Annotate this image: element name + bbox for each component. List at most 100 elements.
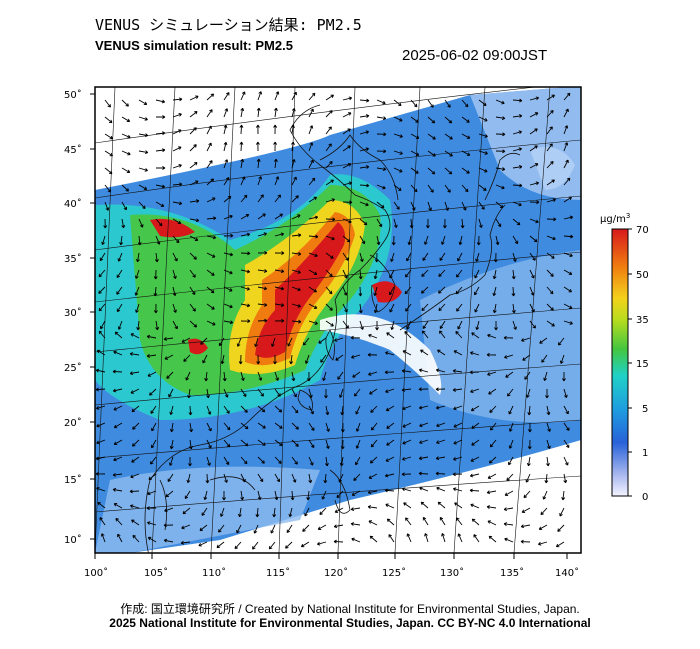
wind-arrow — [546, 303, 554, 311]
wind-arrow — [96, 405, 106, 410]
wind-arrow — [113, 405, 123, 411]
wind-arrow — [189, 269, 196, 278]
wind-arrow — [538, 541, 548, 546]
wind-arrow — [526, 456, 531, 467]
lat-tick-label: 25˚ — [64, 362, 82, 374]
wind-arrow — [138, 167, 148, 172]
wind-arrow — [318, 337, 327, 344]
wind-arrow — [257, 194, 264, 203]
wind-arrow — [257, 371, 263, 381]
wind-arrow — [172, 252, 178, 262]
ocean-lowconc-east — [420, 250, 581, 423]
wind-arrow — [439, 252, 446, 261]
wind-arrow — [136, 320, 141, 331]
wind-arrow — [504, 354, 514, 359]
wind-arrow — [557, 524, 565, 532]
wind-arrow — [206, 93, 215, 101]
wind-arrow — [206, 320, 216, 326]
wind-arrow — [198, 541, 208, 547]
wind-arrow — [478, 218, 483, 228]
wind-arrow — [274, 388, 281, 397]
wind-arrow — [256, 354, 261, 365]
wind-arrow — [529, 96, 540, 101]
wind-arrow — [151, 439, 157, 449]
wind-arrow — [350, 335, 361, 340]
wind-arrow — [512, 201, 522, 207]
wind-arrow — [223, 439, 231, 448]
wind-arrow — [256, 124, 260, 135]
wind-arrow — [471, 518, 480, 526]
wind-arrow — [114, 331, 123, 339]
wind-arrow — [137, 235, 142, 246]
wind-arrow — [289, 354, 294, 365]
wind-arrow — [206, 456, 211, 466]
wind-arrow — [291, 405, 299, 414]
wind-arrow — [172, 113, 182, 118]
wind-arrow — [147, 536, 157, 543]
wind-arrow — [257, 405, 266, 413]
wind-arrow — [240, 107, 245, 118]
colorbar-level: 5 — [642, 404, 648, 415]
wind-arrow — [435, 471, 446, 476]
wind-arrow — [291, 251, 302, 256]
wind-arrow — [386, 439, 395, 446]
wind-arrow — [452, 388, 463, 392]
clean-air-swirl — [320, 314, 442, 395]
wind-arrow — [368, 473, 378, 479]
wind-arrow — [402, 405, 412, 411]
wind-arrow — [418, 368, 429, 373]
wind-arrow — [508, 439, 514, 449]
wind-arrow — [304, 507, 310, 517]
wind-arrow — [492, 286, 497, 297]
wind-arrow — [200, 337, 208, 345]
wind-arrow — [469, 370, 480, 375]
wind-arrow — [302, 337, 310, 346]
wind-arrow — [325, 235, 335, 241]
wind-arrow — [334, 507, 344, 513]
wind-arrow — [419, 486, 429, 492]
wind-arrow — [563, 215, 574, 220]
wind-arrow — [116, 269, 123, 278]
wind-arrow — [427, 201, 432, 211]
wind-arrow — [355, 456, 361, 466]
wind-arrow — [308, 177, 316, 186]
wind-arrow — [338, 473, 344, 483]
wind-arrow — [342, 269, 348, 279]
wind-arrow — [384, 473, 395, 478]
wind-arrow — [169, 422, 174, 433]
wind-arrow — [424, 533, 429, 543]
wind-arrow — [104, 167, 113, 175]
wind-arrow — [563, 159, 569, 169]
wind-arrow — [402, 439, 412, 445]
wind-arrow — [439, 320, 446, 330]
wind-arrow — [104, 133, 114, 140]
wind-arrow — [274, 269, 285, 274]
wind-arrow — [525, 473, 531, 483]
wind-arrow — [308, 196, 318, 203]
wind-arrow — [546, 110, 554, 118]
wind-arrow — [308, 473, 313, 484]
wind-arrow — [206, 216, 217, 221]
wind-arrow — [453, 456, 463, 461]
wind-arrow — [503, 507, 514, 512]
wind-arrow — [236, 337, 242, 347]
wind-arrow — [130, 504, 140, 509]
wind-arrow — [240, 439, 249, 447]
wind-arrow — [342, 145, 351, 152]
wind-arrow — [104, 184, 112, 193]
lon-tick-label: 120˚ — [324, 567, 348, 579]
wind-arrow — [470, 503, 480, 509]
wind-arrow — [121, 116, 131, 123]
wind-arrow — [223, 252, 234, 257]
lon-tick-label: 125˚ — [382, 567, 406, 579]
wind-arrow — [529, 218, 539, 224]
wind-arrow — [563, 269, 573, 275]
wind-arrow — [367, 352, 378, 357]
colorbar-scale — [611, 228, 629, 497]
colorbar-level: 1 — [642, 448, 648, 459]
wind-arrow — [336, 490, 344, 499]
wind-arrow — [359, 114, 370, 118]
wind-arrow — [355, 405, 361, 415]
wind-arrow — [274, 194, 281, 203]
wind-arrow — [172, 129, 182, 135]
